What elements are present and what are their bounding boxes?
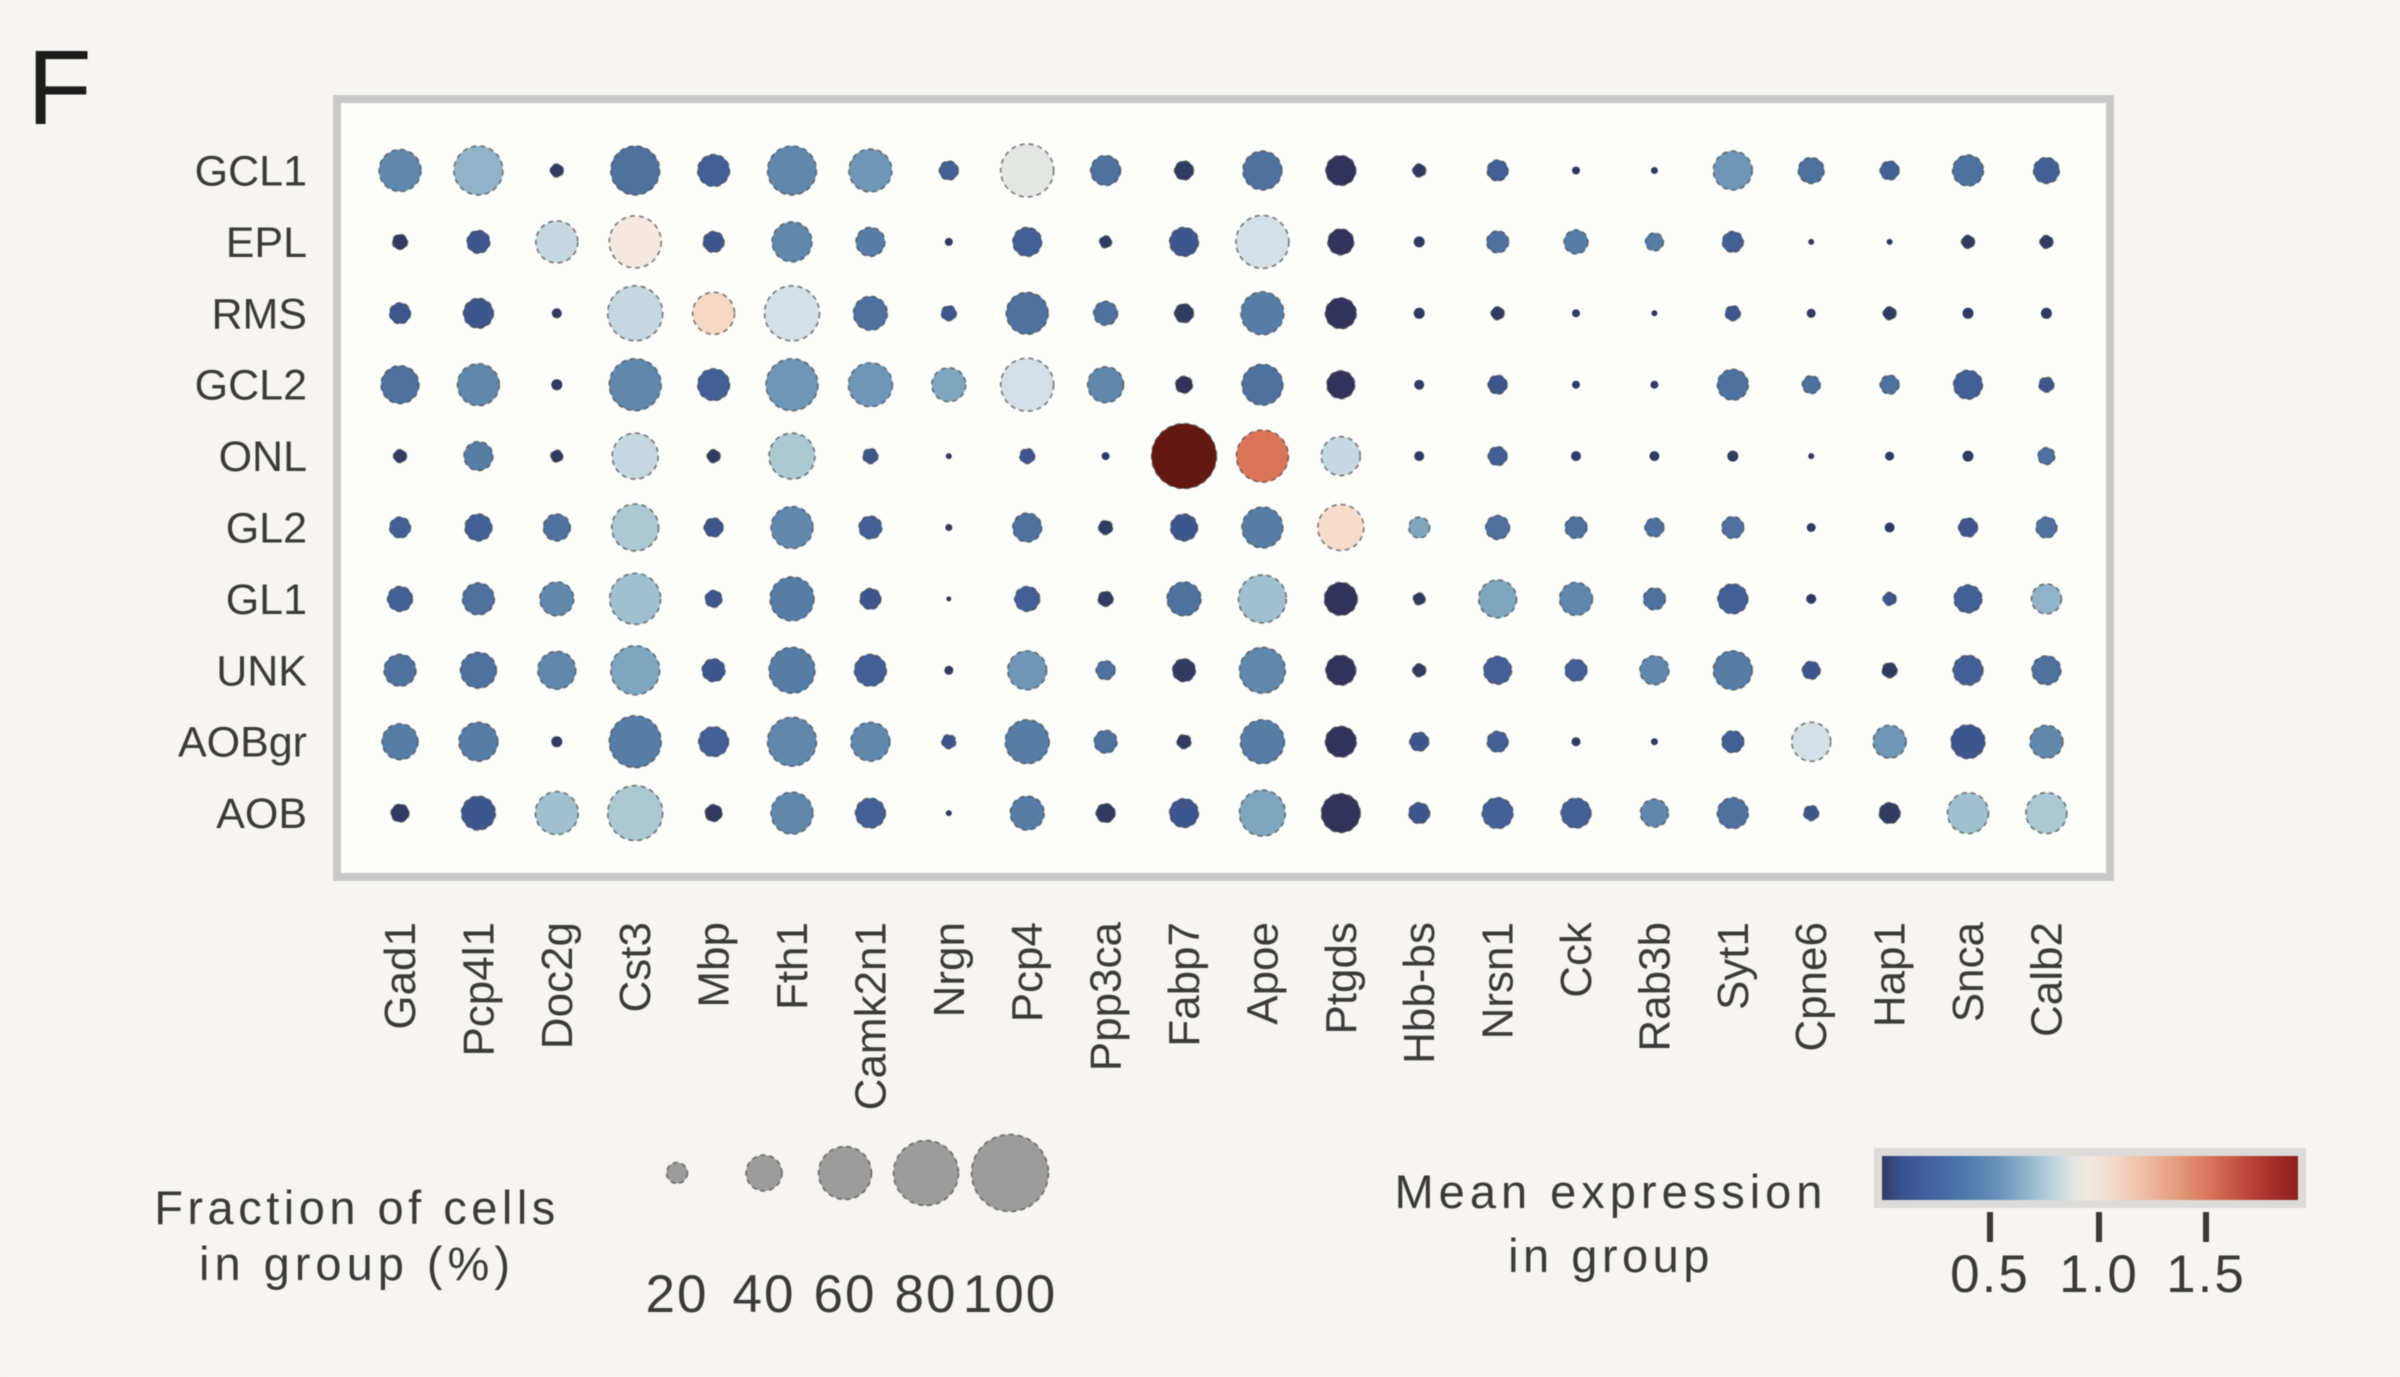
svg-text:Snca: Snca <box>1944 921 1993 1022</box>
svg-text:Cpne6: Cpne6 <box>1787 922 1836 1052</box>
svg-text:60: 60 <box>814 1265 877 1324</box>
svg-text:F: F <box>27 29 92 147</box>
svg-text:Hbb-bs: Hbb-bs <box>1395 922 1444 1064</box>
svg-text:GCL2: GCL2 <box>195 362 307 410</box>
svg-text:Calb2: Calb2 <box>2022 922 2071 1037</box>
svg-text:Pcp4: Pcp4 <box>1003 922 1052 1022</box>
svg-text:Camk2n1: Camk2n1 <box>846 922 895 1110</box>
svg-text:EPL: EPL <box>226 219 307 267</box>
svg-text:100: 100 <box>963 1265 1057 1324</box>
svg-text:1.0: 1.0 <box>2059 1245 2139 1304</box>
svg-text:in group (%): in group (%) <box>199 1237 515 1290</box>
svg-text:Nrgn: Nrgn <box>925 922 974 1017</box>
svg-text:ONL: ONL <box>219 433 307 481</box>
svg-text:Ppp3ca: Ppp3ca <box>1082 921 1131 1071</box>
svg-text:Nrsn1: Nrsn1 <box>1474 922 1523 1039</box>
svg-text:in group: in group <box>1508 1229 1714 1282</box>
svg-text:Doc2g: Doc2g <box>533 922 582 1049</box>
svg-text:40: 40 <box>733 1265 796 1324</box>
svg-text:Mean expression: Mean expression <box>1395 1165 1828 1218</box>
svg-text:1.5: 1.5 <box>2166 1245 2246 1304</box>
svg-text:Gad1: Gad1 <box>376 922 425 1030</box>
svg-text:Rab3b: Rab3b <box>1630 922 1679 1052</box>
svg-text:RMS: RMS <box>211 290 307 338</box>
svg-text:0.5: 0.5 <box>1950 1245 2030 1304</box>
svg-text:AOBgr: AOBgr <box>178 719 307 767</box>
svg-text:80: 80 <box>895 1265 958 1324</box>
svg-text:GL2: GL2 <box>226 505 307 553</box>
svg-text:Cst3: Cst3 <box>611 922 660 1012</box>
svg-text:AOB: AOB <box>216 790 307 838</box>
svg-text:Hap1: Hap1 <box>1866 922 1915 1027</box>
svg-text:UNK: UNK <box>216 647 307 695</box>
svg-text:Fabp7: Fabp7 <box>1160 922 1209 1047</box>
svg-text:Apoe: Apoe <box>1238 922 1287 1025</box>
svg-text:Mbp: Mbp <box>690 922 739 1008</box>
svg-text:20: 20 <box>646 1265 709 1324</box>
svg-text:Fraction of cells: Fraction of cells <box>154 1181 560 1234</box>
svg-text:Ptgds: Ptgds <box>1317 922 1366 1035</box>
svg-text:Pcp4l1: Pcp4l1 <box>454 922 503 1057</box>
svg-text:GL1: GL1 <box>226 576 307 624</box>
svg-text:Cck: Cck <box>1552 921 1601 998</box>
svg-text:Syt1: Syt1 <box>1709 922 1758 1010</box>
svg-text:GCL1: GCL1 <box>195 148 307 196</box>
svg-text:Fth1: Fth1 <box>768 922 817 1010</box>
